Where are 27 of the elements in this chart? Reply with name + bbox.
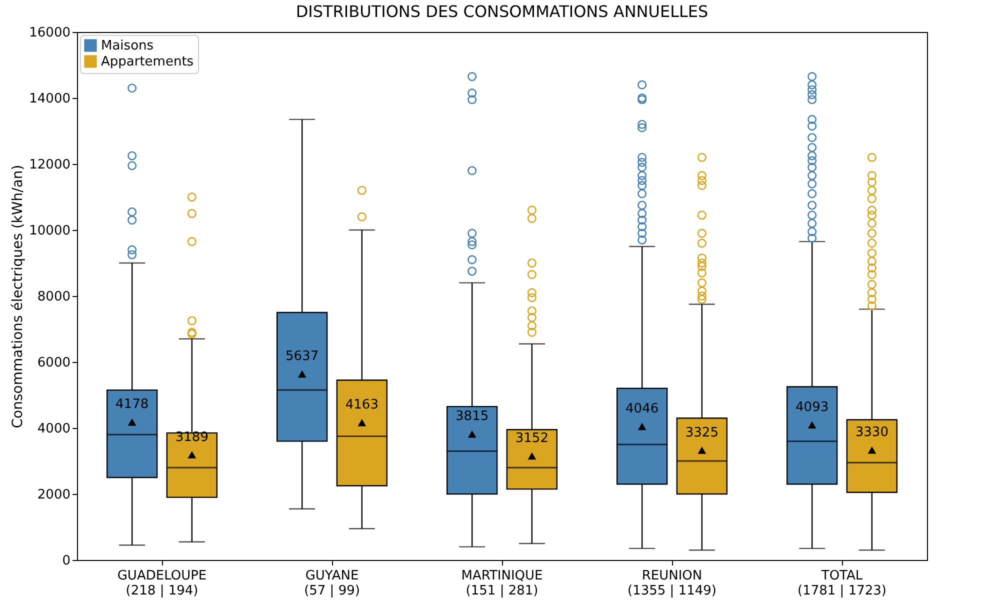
y-tick-label: 10000 <box>29 224 70 238</box>
legend-label: Appartements <box>101 54 194 70</box>
y-tick-label: 14000 <box>29 92 70 106</box>
y-tick-label: 6000 <box>37 356 70 370</box>
text: 5637 <box>286 348 319 364</box>
x-tick-label: TOTAL (1781 | 1723) <box>798 568 886 598</box>
chart-title: DISTRIBUTIONS DES CONSOMMATIONS ANNUELLES <box>296 2 708 21</box>
x-tick-label: GUYANE (57 | 99) <box>304 568 360 598</box>
y-tick-label: 12000 <box>29 158 70 172</box>
text: 3152 <box>515 430 548 446</box>
y-tick-label: 16000 <box>29 26 70 40</box>
legend-label: Maisons <box>101 38 154 54</box>
text: 4046 <box>626 401 659 416</box>
text: 4178 <box>116 397 149 412</box>
text: 4163 <box>345 398 378 413</box>
y-tick-label: 8000 <box>37 290 70 304</box>
y-tick-label: 2000 <box>37 488 70 502</box>
x-tick-label: GUADELOUPE (218 | 194) <box>117 568 207 598</box>
x-tick-label: REUNION (1355 | 1149) <box>628 568 716 598</box>
text: 3815 <box>456 409 489 424</box>
text: 4093 <box>796 400 829 415</box>
text: 3325 <box>685 425 718 440</box>
text: 3330 <box>855 425 888 440</box>
x-tick-label: MARTINIQUE (151 | 281) <box>461 568 543 598</box>
y-tick-label: 4000 <box>37 422 70 436</box>
y-tick-label: 0 <box>62 554 70 568</box>
y-axis-title: Consommations électriques (kWh/an) <box>10 164 26 428</box>
